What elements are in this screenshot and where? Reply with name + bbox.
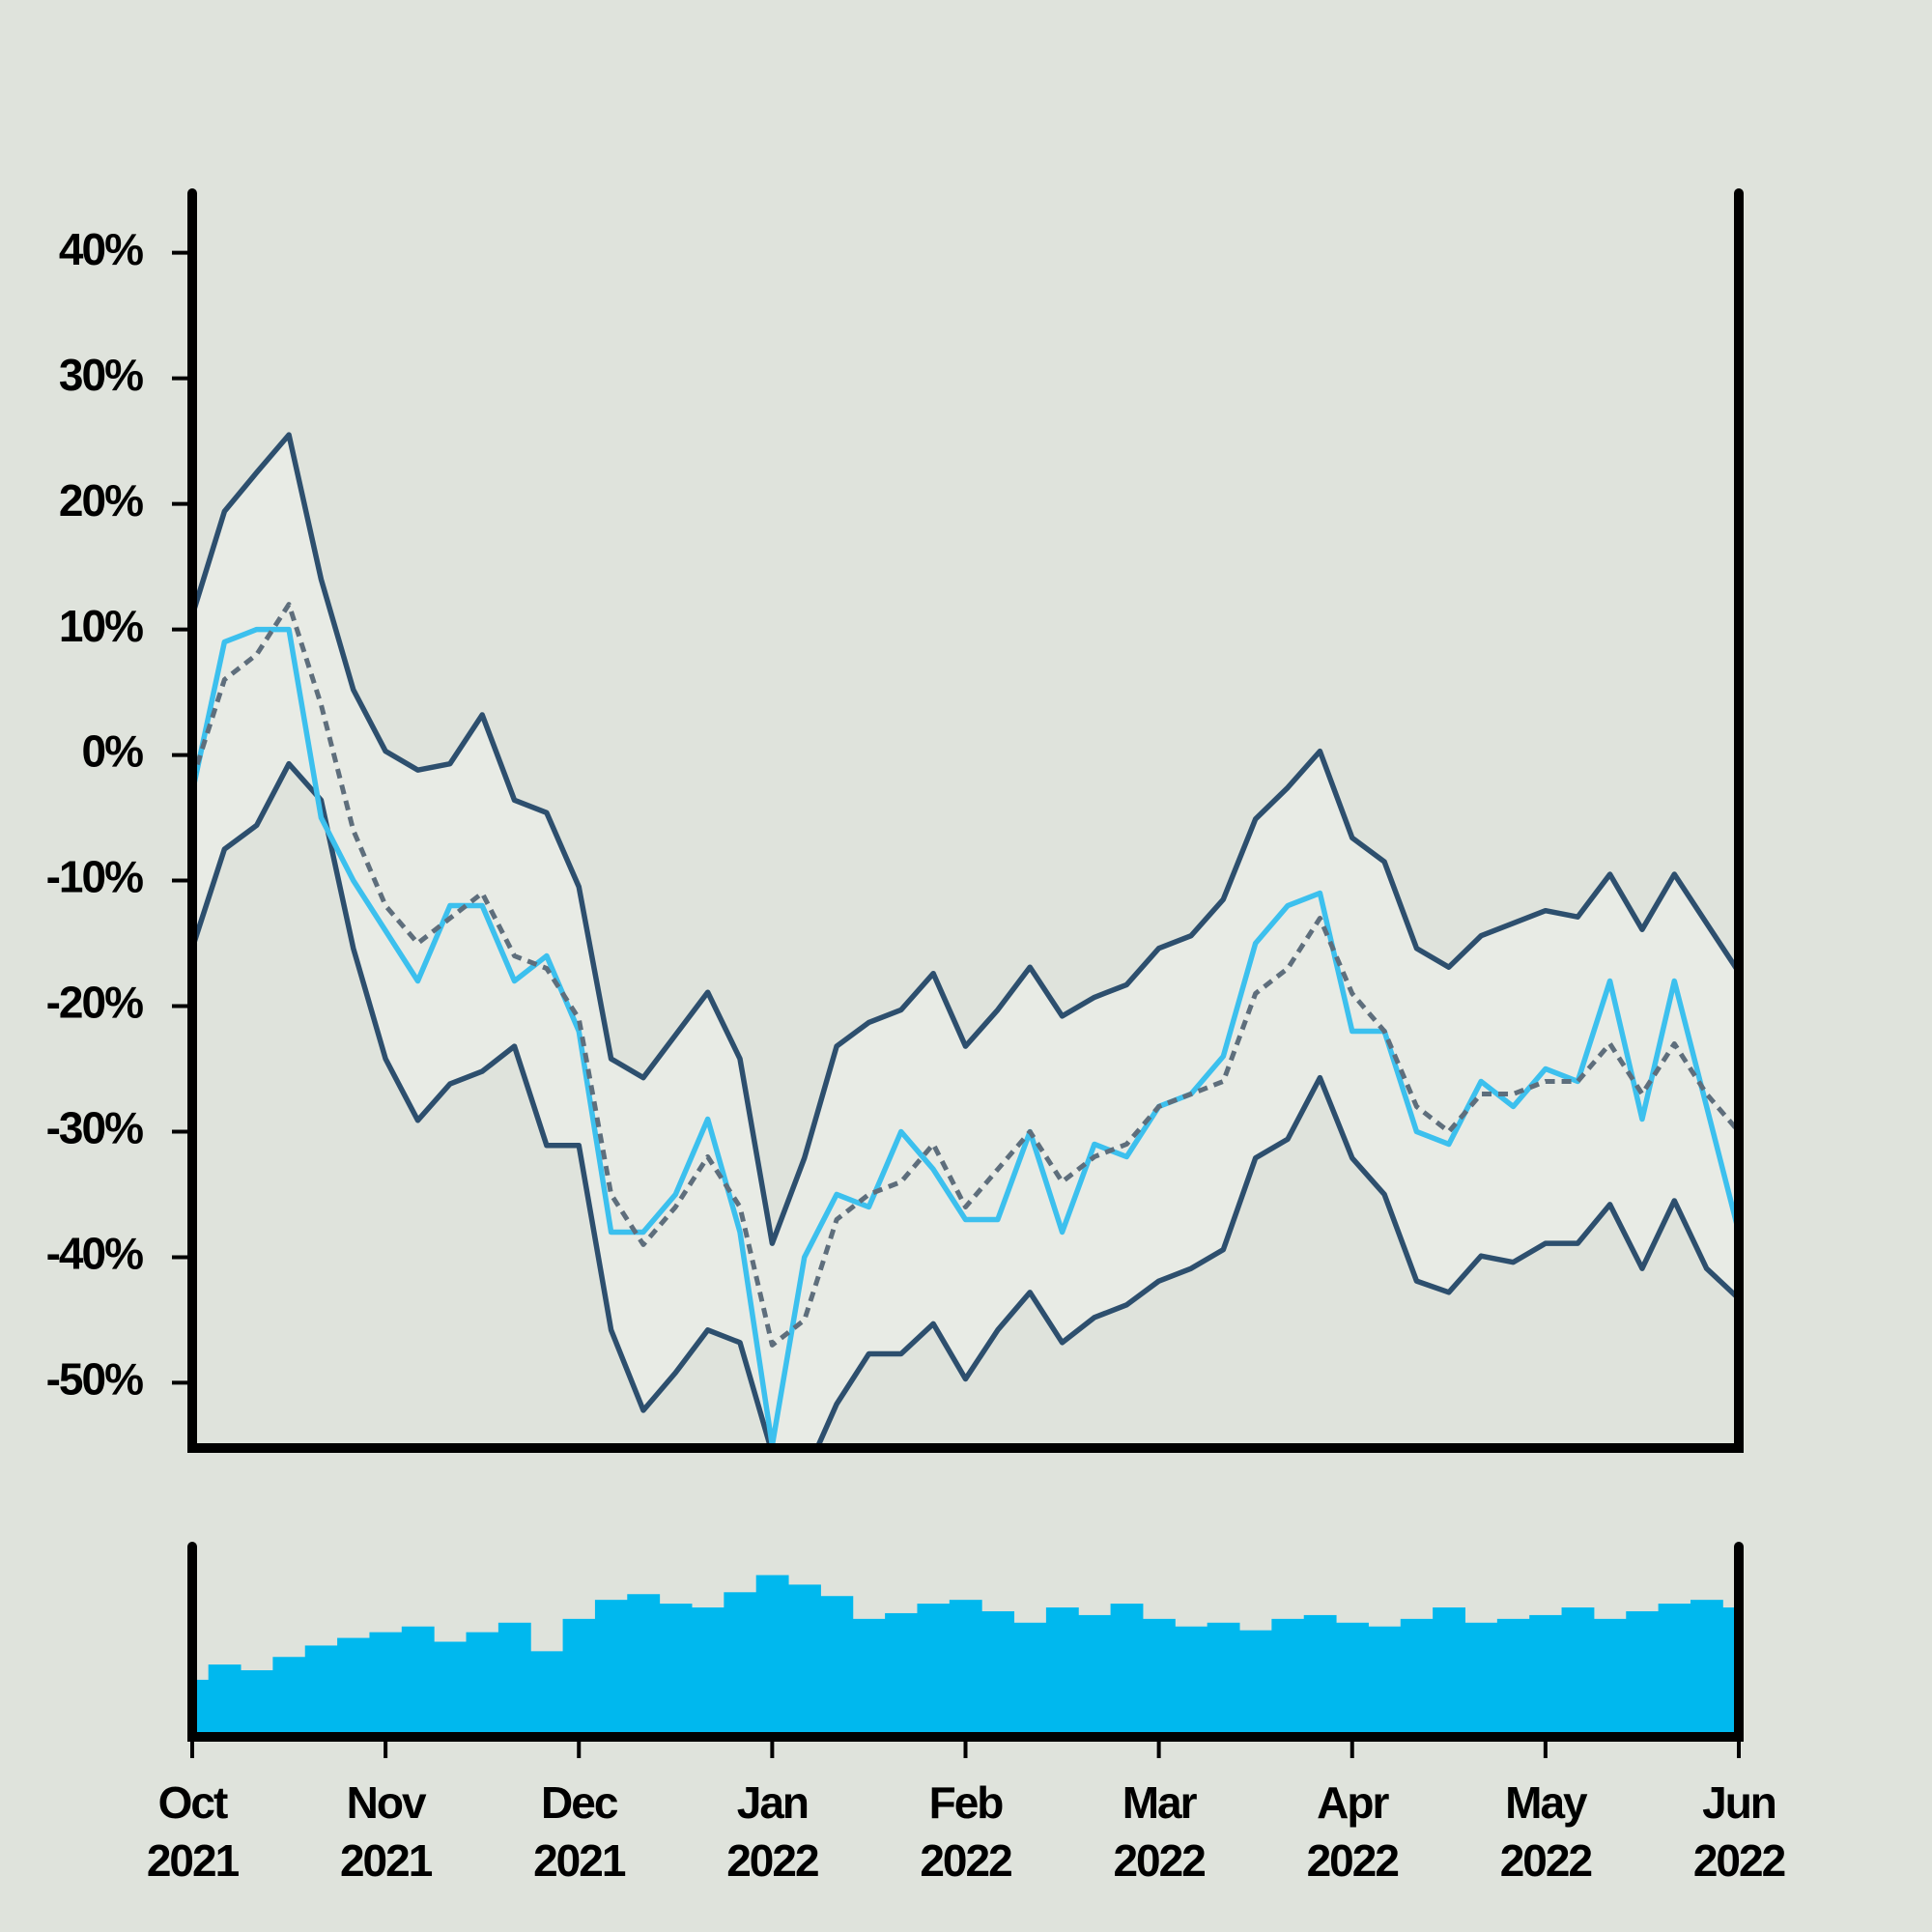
volume-bar	[1433, 1607, 1465, 1737]
y-tick-label: 40%	[59, 224, 143, 274]
x-tick-label: Apr 2022	[1306, 1777, 1400, 1886]
volume-bar	[272, 1657, 306, 1737]
series-line	[192, 760, 1739, 1448]
series-line	[192, 626, 1739, 1448]
y-tick-label: 30%	[59, 350, 143, 400]
x-tick-label: May 2022	[1499, 1777, 1593, 1886]
volume-bar	[1110, 1604, 1144, 1737]
volume-bar	[466, 1632, 499, 1737]
x-tick-label: Jan 2022	[726, 1777, 819, 1886]
y-tick-label: -10%	[46, 852, 143, 902]
volume-bar	[949, 1600, 982, 1737]
volume-bar	[1207, 1622, 1240, 1737]
volume-bar	[530, 1651, 564, 1737]
volume-bar	[885, 1612, 918, 1737]
volume-bar	[1142, 1618, 1176, 1737]
volume-bar	[497, 1622, 531, 1737]
volume-bar	[627, 1594, 661, 1737]
series-line	[192, 432, 1739, 1246]
volume-bar	[1303, 1614, 1337, 1737]
volume-bar	[852, 1618, 886, 1737]
volume-bar	[1658, 1604, 1691, 1737]
y-tick-label: 10%	[59, 601, 143, 651]
main-axes	[187, 188, 1744, 1453]
volume-bar	[434, 1641, 468, 1737]
volume-bar	[208, 1664, 242, 1737]
y-tick-label: -50%	[46, 1354, 143, 1405]
x-tick-label: Dec 2021	[533, 1777, 626, 1886]
volume-bar	[981, 1610, 1015, 1737]
volume-bar	[917, 1604, 951, 1737]
volume-bar	[1175, 1626, 1208, 1737]
volume-bar	[1271, 1618, 1305, 1737]
volume-bar	[337, 1637, 370, 1737]
volume-bar	[1400, 1618, 1434, 1737]
volume-bar	[1593, 1618, 1627, 1737]
volume-bar	[1626, 1610, 1660, 1737]
volume-bar	[369, 1632, 403, 1737]
x-tick-label: Mar 2022	[1113, 1777, 1206, 1886]
volume-bar	[691, 1607, 724, 1737]
y-tick-label: -40%	[46, 1229, 143, 1279]
main-plot	[192, 432, 1739, 1448]
volume-bar	[594, 1600, 628, 1737]
volume-bar	[1529, 1614, 1563, 1737]
volume-bar	[1045, 1607, 1079, 1737]
volume-bar	[1690, 1600, 1723, 1737]
volume-bar	[1464, 1622, 1498, 1737]
volume-bar	[1368, 1626, 1402, 1737]
volume-bar	[1239, 1630, 1272, 1737]
volume-bar	[788, 1584, 821, 1737]
volume-bar	[1496, 1618, 1530, 1737]
volume-bar	[659, 1604, 693, 1737]
y-tick-label: 20%	[59, 475, 143, 526]
volume-bar	[1078, 1614, 1112, 1737]
volume-bar	[562, 1618, 596, 1737]
x-tick-label: Oct 2021	[146, 1777, 240, 1886]
volume-bar	[401, 1626, 435, 1737]
volume-bar	[820, 1596, 854, 1737]
series-line	[192, 602, 1739, 1348]
volume-bar	[1336, 1622, 1369, 1737]
band-fill	[192, 435, 1739, 1448]
volume-bar	[724, 1592, 757, 1737]
volume-bar	[1013, 1622, 1047, 1737]
volume-bar	[755, 1575, 789, 1737]
y-tick-label: -20%	[46, 978, 143, 1028]
volume-bar	[304, 1645, 338, 1737]
y-tick-label: -30%	[46, 1103, 143, 1153]
x-tick-label: Jun 2022	[1692, 1777, 1786, 1886]
volume-plot	[192, 1575, 1739, 1737]
y-tick-label: 0%	[82, 726, 144, 777]
x-tick-label: Nov 2021	[339, 1777, 433, 1886]
volume-bar	[241, 1670, 273, 1737]
volume-bar	[1561, 1607, 1595, 1737]
x-tick-label: Feb 2022	[920, 1777, 1012, 1886]
